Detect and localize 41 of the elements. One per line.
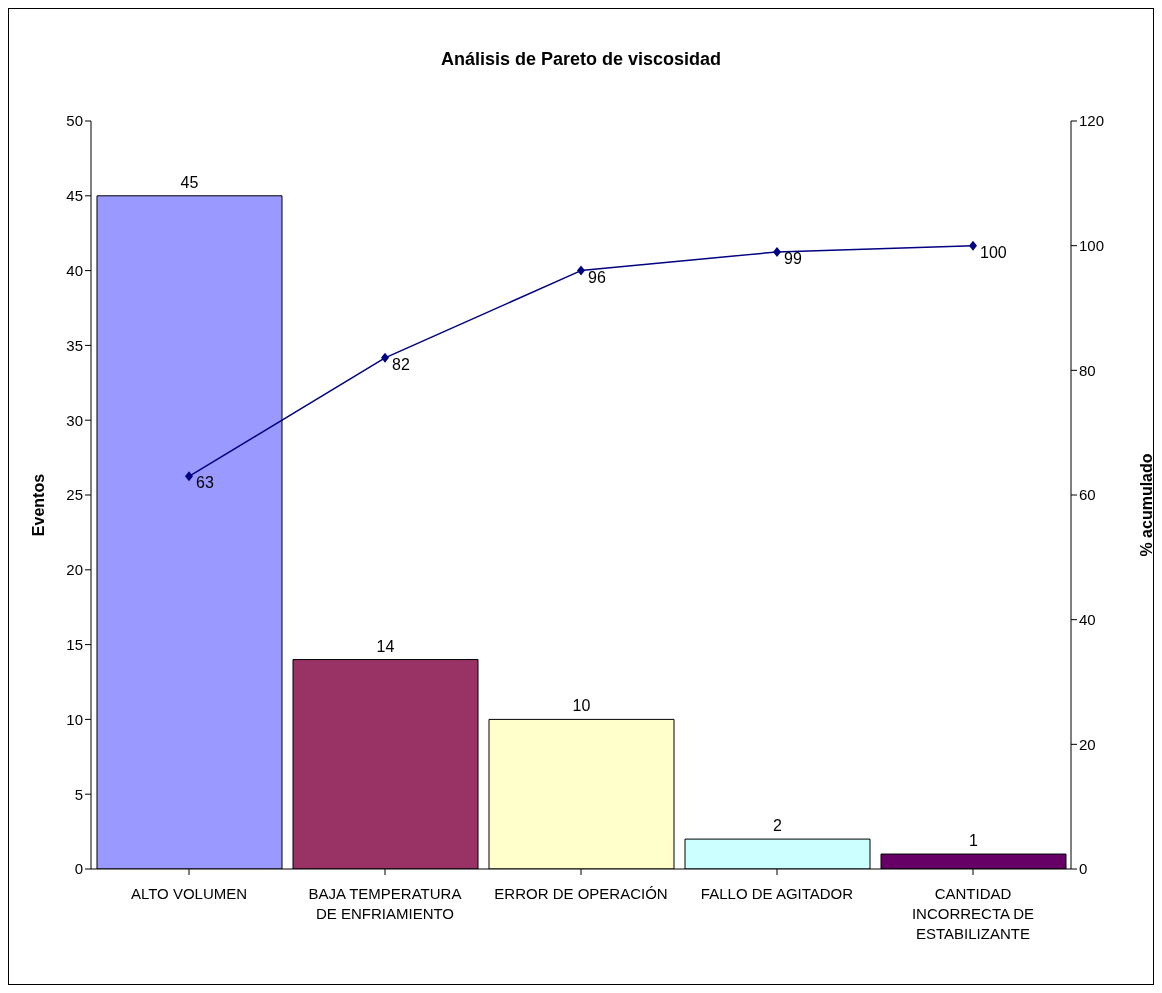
y-tick-label: 5 — [74, 785, 83, 803]
point — [185, 471, 193, 482]
y2-axis-title: % acumulado — [1138, 453, 1156, 557]
point — [969, 240, 977, 251]
y2-tick-label: 100 — [1079, 236, 1105, 254]
y-tick-label: 30 — [66, 411, 83, 429]
data-label: 1 — [969, 832, 979, 850]
y-tick-label: 40 — [66, 261, 83, 279]
data-label: 99 — [784, 249, 802, 267]
y-tick-label: 0 — [74, 860, 83, 878]
x-tick-label: ALTO VOLUMEN — [130, 885, 248, 902]
y2-tick-label: 0 — [1079, 860, 1088, 878]
y-tick-label: 20 — [66, 561, 83, 579]
y2-tick-label: 120 — [1079, 112, 1105, 130]
x-tick-label: CANTIDAD INCORRECTA DE ESTABILIZANTE — [911, 885, 1035, 942]
data-label: 45 — [180, 173, 199, 191]
y2-tick-label: 80 — [1079, 361, 1096, 379]
y-tick-label: 15 — [66, 635, 83, 653]
y-tick-label: 25 — [66, 486, 83, 504]
point — [773, 246, 781, 257]
data-label: 14 — [376, 637, 395, 655]
y-axis-title: Eventos — [30, 473, 48, 537]
data-label: 100 — [980, 243, 1007, 261]
y-tick-label: 50 — [66, 112, 83, 130]
y-tick-label: 10 — [66, 710, 83, 728]
data-label: 96 — [588, 268, 606, 286]
data-label: 82 — [392, 355, 410, 373]
y2-tick-label: 40 — [1079, 610, 1096, 628]
x-tick-label: FALLO DE AGITADOR — [700, 885, 854, 902]
y-tick-label: 35 — [66, 336, 83, 354]
x-tick-label: BAJA TEMPERATURA DE ENFRIAMIENTO — [308, 885, 462, 922]
data-label: 10 — [572, 697, 591, 715]
x-tick-label: ERROR DE OPERACIÓN — [494, 885, 668, 902]
y2-tick-label: 60 — [1079, 486, 1096, 504]
chart-title: Análisis de Pareto de viscosidad — [439, 49, 723, 70]
y2-tick-label: 20 — [1079, 735, 1096, 753]
point — [381, 352, 389, 363]
data-label: 2 — [773, 817, 783, 835]
point — [577, 265, 585, 276]
data-label: 63 — [196, 474, 214, 492]
y-tick-label: 45 — [66, 187, 83, 205]
